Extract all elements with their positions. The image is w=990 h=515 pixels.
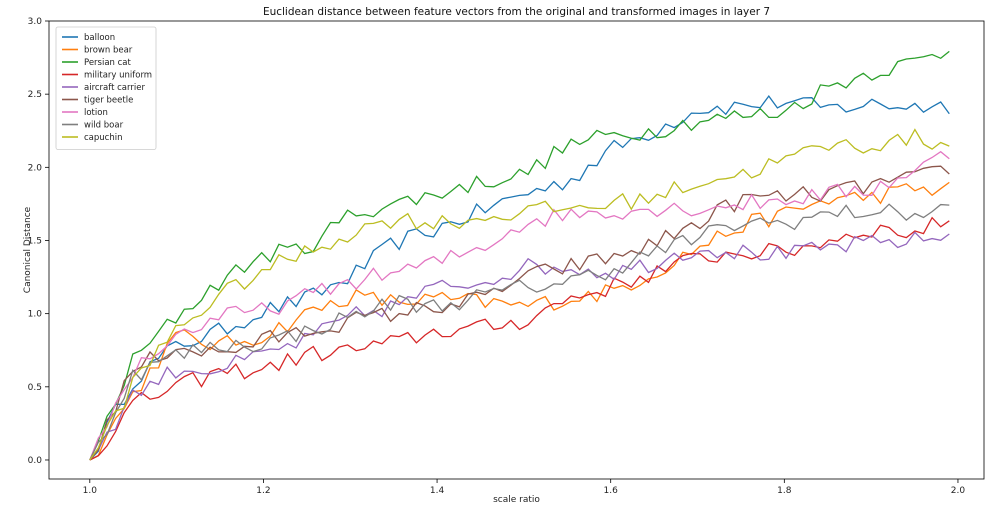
x-tick-label: 1.0 — [83, 486, 98, 496]
y-tick-label: 0.0 — [28, 456, 43, 466]
y-axis: 0.0 0.5 1.0 1.5 2.0 2.5 3.0 — [28, 17, 49, 466]
legend-entry: brown bear — [84, 46, 133, 56]
plot-area — [48, 20, 985, 480]
series-line-brown-bear — [89, 181, 950, 461]
y-tick-label: 3.0 — [28, 17, 43, 27]
chart-title: Euclidean distance between feature vecto… — [263, 6, 770, 18]
legend-entry: wild boar — [84, 121, 124, 131]
series-line-wild-boar — [89, 203, 950, 461]
series-line-balloon — [89, 95, 950, 461]
legend-entry: aircraft carrier — [84, 83, 145, 93]
x-axis: 1.0 1.2 1.4 1.6 1.8 2.0 — [83, 479, 966, 496]
legend-entry: Persian cat — [84, 58, 132, 68]
y-axis-label: Canonical Distance — [23, 206, 33, 293]
legend-entry: military uniform — [84, 71, 152, 81]
series-line-military-uniform — [89, 216, 950, 461]
legend-entry: balloon — [84, 33, 115, 43]
series-line-lotion — [89, 150, 950, 461]
legend-entry: capuchin — [84, 133, 122, 143]
y-tick-label: 2.5 — [28, 90, 42, 100]
plot-frame — [48, 20, 985, 480]
y-tick-label: 1.5 — [28, 236, 42, 246]
x-tick-label: 1.6 — [604, 486, 619, 496]
x-tick-label: 2.0 — [951, 486, 966, 496]
x-tick-label: 1.2 — [256, 486, 270, 496]
series-line-tiger-beetle — [89, 165, 950, 461]
y-tick-label: 2.0 — [28, 163, 43, 173]
series-line-aircraft-carrier — [89, 231, 950, 461]
x-tick-label: 1.8 — [777, 486, 792, 496]
legend-entry: lotion — [84, 108, 108, 118]
legend-box — [55, 26, 157, 150]
legend-entry: tiger beetle — [84, 96, 133, 106]
y-tick-label: 0.5 — [28, 383, 42, 393]
y-tick-label: 1.0 — [28, 310, 43, 320]
series-line-capuchin — [89, 128, 950, 461]
legend: balloon brown bear Persian cat military uni… — [55, 26, 157, 150]
series-line-persian-cat — [89, 50, 950, 461]
x-axis-label: scale ratio — [493, 495, 540, 505]
x-tick-label: 1.4 — [430, 486, 445, 496]
